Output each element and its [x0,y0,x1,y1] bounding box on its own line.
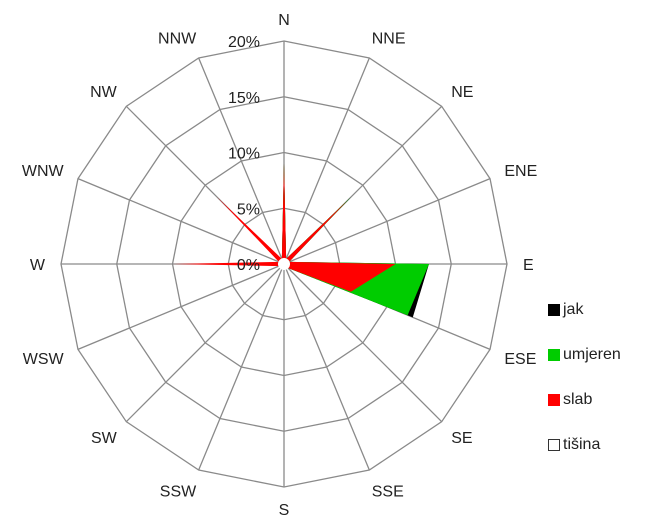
tick-label-3: 15% [228,90,260,107]
direction-label-wsw: WSW [23,351,65,368]
legend: jak umjeren slab tišina [548,298,621,478]
direction-label-se: SE [451,430,472,447]
series-area-slab [172,163,396,292]
spoke-se [283,263,443,423]
radar-grid [60,40,508,488]
legend-label: tišina [563,435,601,453]
legend-label: umjeren [563,345,621,363]
direction-label-sse: SSE [372,483,404,500]
legend-item: jak [548,298,621,321]
series-layer [172,163,429,318]
direction-label-ene: ENE [504,163,537,180]
radial-tick-labels: 0% 5% 10% 15% 20% [228,34,260,274]
spoke-wsw [77,263,285,350]
spoke-nne [283,57,370,265]
spoke-nnw [198,57,285,265]
legend-swatch [548,393,560,406]
direction-label-nw: NW [90,84,118,101]
direction-label-nne: NNE [372,31,406,48]
spoke-wnw [77,178,285,265]
direction-label-wnw: WNW [22,163,65,180]
tick-label-2: 10% [228,146,260,163]
direction-label-ssw: SSW [160,483,197,500]
direction-label-sw: SW [91,430,118,447]
direction-label-e: E [523,257,534,274]
direction-label-s: S [279,502,290,515]
direction-label-n: N [278,12,290,29]
tick-label-1: 5% [237,201,260,218]
legend-swatch [548,348,560,361]
spoke-ssw [198,263,285,471]
direction-labels: N NNE NE ENE E ESE SE SSE S SSW SW WSW W WNW NW NNW [22,12,537,515]
spoke-sw [125,263,285,423]
tick-label-4: 20% [228,34,260,51]
legend-swatch [548,303,560,316]
legend-item: slab [548,388,621,411]
spoke-sse [283,263,370,471]
legend-item: umjeren [548,343,621,366]
spoke-ene [283,178,491,265]
legend-item: tišina [548,433,621,456]
direction-label-ne: NE [451,84,473,101]
direction-label-nnw: NNW [158,31,197,48]
series-area-umjeren [278,163,429,316]
legend-label: jak [563,300,584,318]
direction-label-ese: ESE [504,351,536,368]
direction-label-w: W [30,257,46,274]
tick-label-0: 0% [237,257,260,274]
legend-label: slab [563,390,593,408]
legend-swatch [548,438,560,451]
series-area-ti-ina [277,257,291,271]
